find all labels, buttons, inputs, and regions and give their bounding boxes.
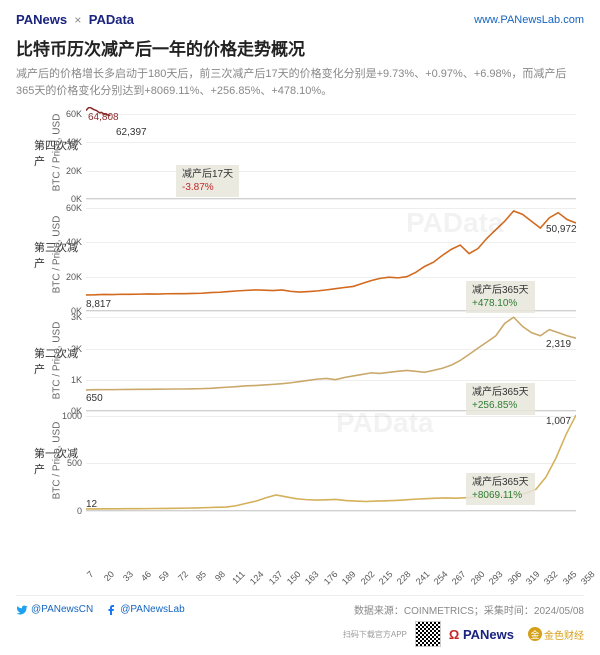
y-tick: 40K [66, 137, 82, 147]
x-tick: 85 [194, 569, 208, 583]
y-tick: 60K [66, 203, 82, 213]
x-tick: 332 [542, 569, 560, 587]
brand-2: PAData [89, 12, 134, 27]
chart-panel-3: BTC / Price, USD第一次减产05001000121,007减产后3… [86, 411, 576, 511]
y-tick: 500 [67, 458, 82, 468]
change-callout: 减产后365天+8069.11% [466, 473, 535, 505]
x-tick: 137 [267, 569, 285, 587]
y-tick: 3K [71, 312, 82, 322]
x-tick: 345 [561, 569, 579, 587]
change-callout: 减产后365天+478.10% [466, 281, 535, 313]
x-tick: 46 [139, 569, 153, 583]
x-tick: 163 [303, 569, 321, 587]
y-tick: 1000 [62, 411, 82, 421]
x-tick: 241 [414, 569, 432, 587]
chart-panel-2: BTC / Price, USD第二次减产0K1K2K3K6502,319减产后… [86, 311, 576, 411]
value-annotation: 1,007 [546, 416, 571, 427]
x-tick: 124 [248, 569, 266, 587]
x-tick: 111 [230, 569, 247, 586]
brand-separator: × [74, 13, 81, 27]
value-annotation: 50,972 [546, 224, 577, 235]
x-tick: 20 [102, 569, 116, 583]
y-tick: 60K [66, 109, 82, 119]
twitter-icon [16, 604, 28, 616]
site-url: www.PANewsLab.com [474, 14, 584, 26]
x-tick: 358 [579, 569, 597, 587]
value-annotation: 12 [86, 499, 97, 510]
page-title: 比特币历次减产后一年的价格走势概况 [16, 35, 584, 60]
qr-code [415, 621, 441, 647]
y-tick: 20K [66, 272, 82, 282]
x-tick: 306 [505, 569, 523, 587]
x-tick: 254 [432, 569, 450, 587]
x-tick: 228 [395, 569, 413, 587]
value-annotation: 64,808 [88, 112, 119, 123]
chart-panel-0: BTC / Price, USD第四次减产0K20K40K60K64,80862… [86, 107, 576, 199]
x-tick: 215 [377, 569, 395, 587]
x-tick: 72 [176, 569, 190, 583]
x-tick: 7 [85, 569, 96, 580]
chart-panel-1: BTC / Price, USD第三次减产0K20K40K60K8,81750,… [86, 199, 576, 311]
y-tick: 40K [66, 237, 82, 247]
chart-area: BTC / Price, USD第四次减产0K20K40K60K64,80862… [86, 107, 576, 567]
x-tick: 293 [487, 569, 505, 587]
gold-icon: 金 [528, 627, 542, 641]
qr-label: 扫码下载官方APP [343, 629, 407, 640]
gold-finance: 金金色财经 [528, 627, 584, 642]
value-annotation: 62,397 [116, 127, 147, 138]
value-annotation: 8,817 [86, 299, 111, 310]
y-tick: 2K [71, 344, 82, 354]
social-links: @PANewsCN @PANewsLab [16, 604, 185, 616]
x-tick: 33 [121, 569, 135, 583]
x-tick: 202 [358, 569, 376, 587]
x-tick: 267 [450, 569, 468, 587]
brand-block: PANews × PAData [16, 12, 134, 27]
x-tick: 176 [322, 569, 340, 587]
change-callout: 减产后17天-3.87% [176, 165, 239, 197]
line-chart [86, 107, 576, 198]
x-tick: 98 [213, 569, 227, 583]
twitter-handle[interactable]: @PANewsCN [16, 604, 93, 616]
facebook-handle[interactable]: @PANewsLab [105, 604, 184, 616]
y-tick: 1K [71, 375, 82, 385]
x-tick: 280 [469, 569, 487, 587]
x-tick: 189 [340, 569, 358, 587]
facebook-icon [105, 604, 117, 616]
x-tick: 59 [157, 569, 171, 583]
data-source: 数据来源：COINMETRICS；采集时间：2024/05/08 [354, 602, 584, 617]
footer-logo: Ω PANews [449, 627, 514, 642]
y-tick: 0 [77, 506, 82, 516]
value-annotation: 2,319 [546, 339, 571, 350]
value-annotation: 650 [86, 393, 103, 404]
x-axis: 7203346597285981111241371501631761892022… [86, 567, 576, 589]
y-tick: 20K [66, 166, 82, 176]
change-callout: 减产后365天+256.85% [466, 383, 535, 415]
page-subtitle: 减产后的价格增长多启动于180天后，前三次减产后17天的价格变化分别是+9.73… [16, 66, 584, 99]
x-tick: 319 [524, 569, 542, 587]
brand-1: PANews [16, 12, 67, 27]
x-tick: 150 [285, 569, 303, 587]
